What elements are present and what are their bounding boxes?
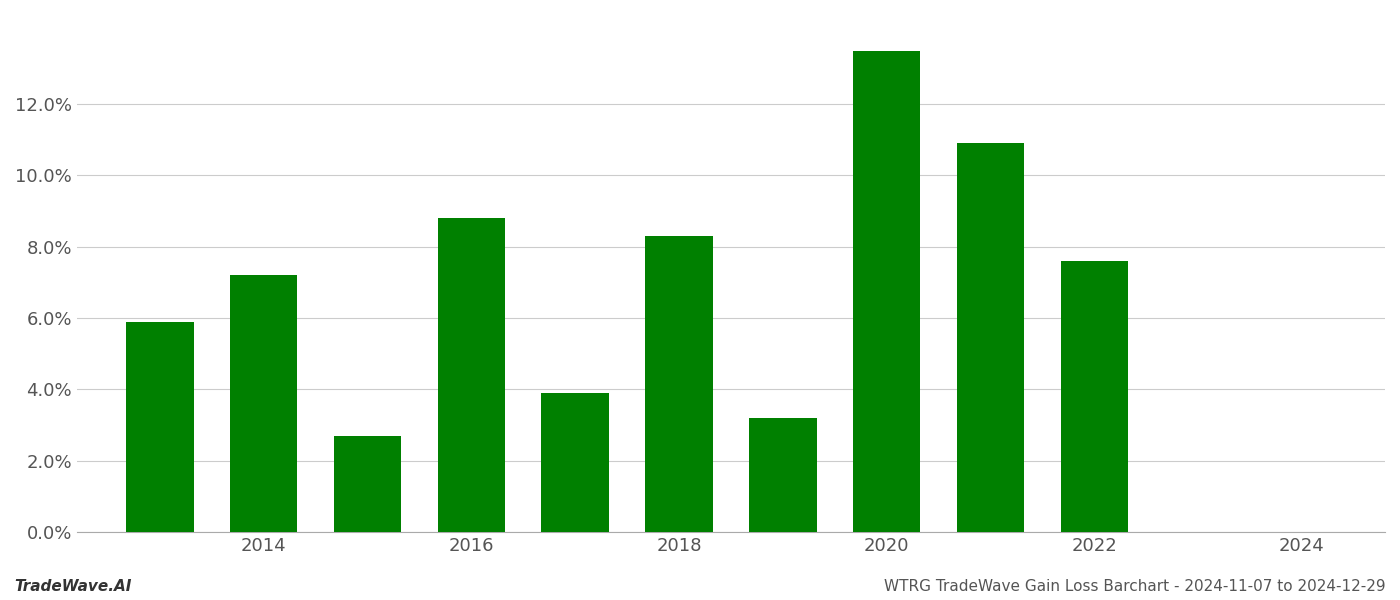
- Bar: [438, 218, 505, 532]
- Text: WTRG TradeWave Gain Loss Barchart - 2024-11-07 to 2024-12-29: WTRG TradeWave Gain Loss Barchart - 2024…: [885, 579, 1386, 594]
- Bar: [749, 418, 816, 532]
- Bar: [230, 275, 297, 532]
- Text: TradeWave.AI: TradeWave.AI: [14, 579, 132, 594]
- Bar: [645, 236, 713, 532]
- Bar: [126, 322, 193, 532]
- Bar: [956, 143, 1025, 532]
- Bar: [1061, 261, 1128, 532]
- Bar: [333, 436, 402, 532]
- Bar: [853, 50, 920, 532]
- Bar: [542, 393, 609, 532]
